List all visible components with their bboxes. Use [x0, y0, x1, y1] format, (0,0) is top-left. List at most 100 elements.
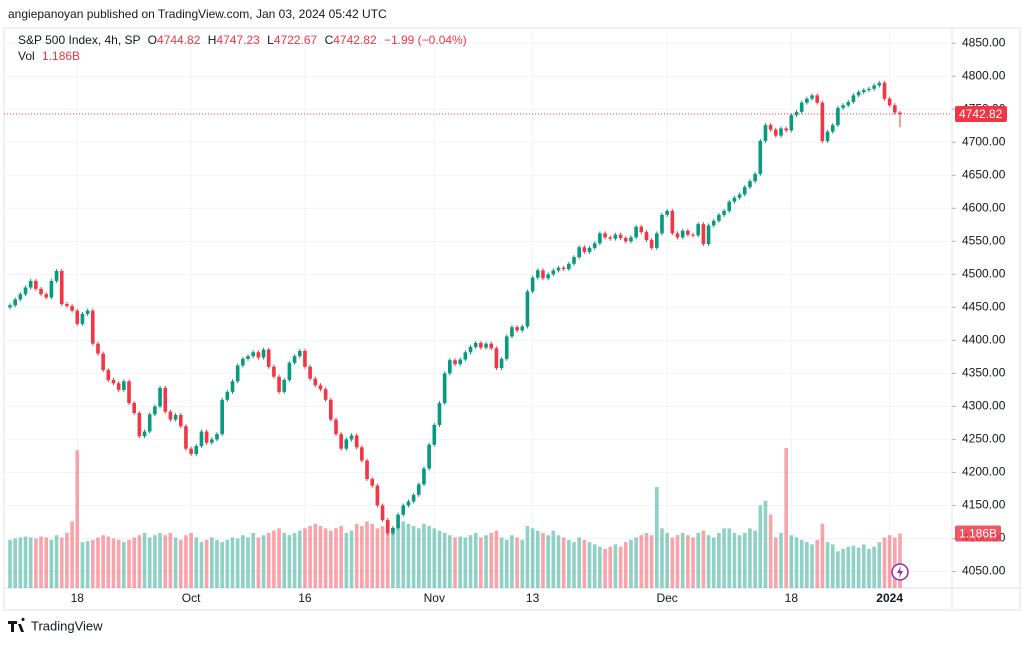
y-tick-label: 4700.00 [962, 134, 1006, 148]
volume-bar [215, 539, 219, 588]
candle-body [618, 234, 623, 239]
volume-bar [561, 537, 566, 588]
volume-bar [877, 542, 882, 588]
candle-body [877, 82, 882, 86]
candle-body [313, 378, 318, 386]
candle-body [261, 349, 266, 358]
candle-body [184, 426, 188, 449]
volume-bar [675, 535, 680, 588]
volume-bar [266, 532, 271, 588]
volume-bar [520, 539, 525, 588]
volume-bar [453, 537, 457, 588]
candle-body [349, 435, 354, 440]
volume-bar [856, 547, 861, 588]
volume-bar [339, 526, 343, 588]
volume-bar [194, 537, 199, 588]
volume-bar [422, 523, 426, 588]
candle-body [520, 326, 525, 331]
candle-body [727, 201, 732, 211]
volume-bar [830, 544, 835, 588]
candle-body [561, 267, 566, 270]
candle-body [799, 102, 804, 112]
volume-bar [220, 542, 224, 588]
open-letter: O [148, 33, 157, 47]
candle-body [706, 225, 711, 244]
volume-bar [618, 546, 623, 588]
candle-body [836, 107, 840, 126]
volume-bar [836, 551, 840, 588]
candle-body [199, 431, 204, 447]
candle-body [163, 387, 168, 412]
candle-body [116, 383, 121, 390]
candle-body [49, 280, 54, 298]
close-letter: C [325, 33, 334, 47]
volume-bar [592, 544, 597, 588]
candle-body [137, 413, 142, 437]
candle-body [256, 352, 261, 358]
volume-bar [535, 530, 540, 588]
candle-body [334, 419, 338, 435]
candle-body [893, 105, 897, 113]
alert-icon[interactable] [891, 563, 909, 581]
candles [8, 80, 902, 536]
candle-body [861, 90, 866, 93]
candle-body [872, 85, 876, 89]
candle-body [551, 270, 556, 275]
candle-body [272, 366, 276, 377]
y-tick-label: 4250.00 [962, 432, 1006, 446]
x-tick-label: Dec [656, 591, 677, 605]
candle-body [59, 271, 64, 305]
y-tick-label: 4300.00 [962, 399, 1006, 413]
candle-body [65, 304, 69, 307]
volume-bar [748, 528, 752, 588]
candle-body [691, 234, 695, 236]
candle-body [546, 274, 550, 279]
volume-bar [101, 535, 105, 588]
volume-bar [691, 537, 695, 588]
volume-bar [820, 523, 825, 588]
candle-body [639, 226, 644, 233]
candle-body [106, 370, 111, 380]
volume-bar [732, 532, 737, 588]
candle-body [825, 131, 830, 141]
candle-body [323, 389, 328, 400]
volume-bar [851, 545, 856, 588]
candle-body [649, 239, 654, 248]
header-line: S&P 500 Index, 4h, SP O4744.82 H4747.23 … [18, 33, 467, 47]
volume-bar [846, 546, 851, 588]
volume-bar [380, 526, 385, 588]
volume-bar [427, 526, 431, 588]
candle-body [215, 434, 219, 440]
volume-bar [810, 544, 814, 588]
volume-bar [634, 537, 638, 588]
volume-bar [644, 532, 649, 588]
candle-body [598, 233, 602, 244]
volume-bar [794, 537, 799, 588]
volume-bar [484, 535, 488, 588]
volume-bar [178, 539, 183, 588]
volume-bar [577, 537, 581, 588]
volume-bar [742, 532, 747, 588]
volume-bar [391, 528, 395, 588]
alert-bolt[interactable] [897, 566, 903, 578]
candle-body [370, 479, 375, 486]
candle-body [380, 505, 385, 520]
x-tick-label: 13 [526, 591, 540, 605]
volume-bar [13, 538, 17, 588]
volume-bar [898, 533, 902, 588]
symbol: S&P 500 Index, 4h, SP [18, 33, 141, 47]
candle-body [318, 385, 323, 390]
candle-body [85, 310, 90, 314]
volume-bar [292, 532, 297, 588]
volume-bar [230, 537, 235, 588]
candle-body [158, 387, 162, 407]
candle-body [39, 288, 43, 295]
candle-body [887, 98, 892, 106]
x-tick-label: 16 [298, 591, 312, 605]
candle-body [90, 310, 95, 344]
volume-bar [277, 528, 281, 588]
volume-bar [649, 535, 654, 588]
volume-bar [365, 521, 369, 588]
candle-body [499, 358, 504, 369]
